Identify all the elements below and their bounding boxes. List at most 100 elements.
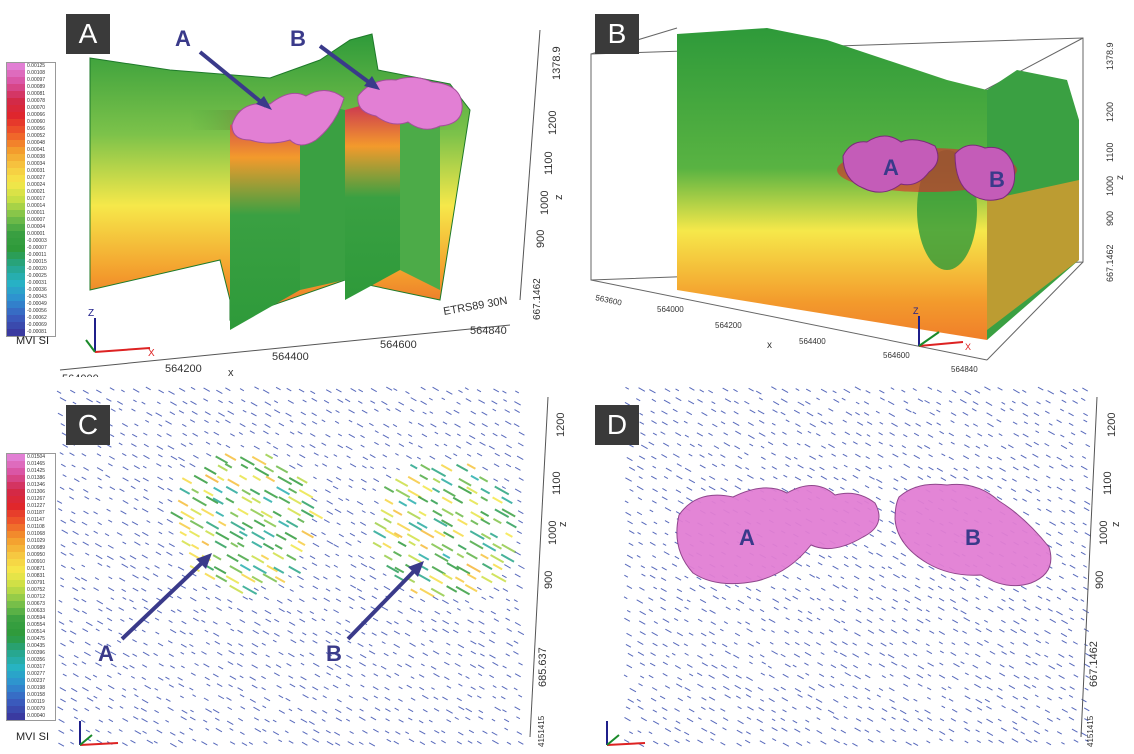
arrow-b [318, 44, 376, 88]
z-tick: 685.637 [537, 647, 549, 687]
legend-entry: 0.01147 [7, 517, 55, 524]
legend-entry: 0.00079 [7, 706, 55, 713]
legend-entry: 0.01267 [7, 496, 55, 503]
legend-entry: -0.00031 [7, 280, 55, 287]
z-tick: 1000 [1098, 521, 1110, 545]
legend-entry: 0.01465 [7, 461, 55, 468]
anomaly-body-b [954, 144, 1016, 201]
z-tick: 1100 [1105, 143, 1115, 162]
z-tick: 1200 [1105, 102, 1115, 122]
legend-entry: -0.00011 [7, 252, 55, 259]
legend-entry: 0.00041 [7, 147, 55, 154]
legend-entry: 0.01187 [7, 510, 55, 517]
legend-entry: 0.01108 [7, 524, 55, 531]
marker-b: B [965, 525, 981, 550]
svg-text:Z: Z [88, 308, 94, 319]
legend-entry: -0.00056 [7, 308, 55, 315]
z-axis [519, 29, 541, 301]
legend-entry: 0.00089 [7, 84, 55, 91]
legend-entry: 0.01068 [7, 531, 55, 538]
legend-entry: -0.00015 [7, 259, 55, 266]
marker-a: A [175, 26, 191, 51]
marker-b: B [290, 26, 306, 51]
legend-entry: 0.00831 [7, 573, 55, 580]
z-tick: 1378.9 [551, 46, 563, 80]
legend-entry: -0.00069 [7, 322, 55, 329]
legend-entry: 0.00024 [7, 182, 55, 189]
legend-entry: 0.00027 [7, 175, 55, 182]
axis-triad-icon: Z X [913, 306, 971, 352]
x-tick: 564400 [272, 351, 309, 363]
z-label: z [553, 195, 565, 201]
legend-entry: 0.01425 [7, 468, 55, 475]
legend-entry: -0.00049 [7, 301, 55, 308]
legend-entry: 0.00066 [7, 112, 55, 119]
legend-entry: 0.00277 [7, 671, 55, 678]
panel-b: A B 563600 564000 564200 564400 564600 5… [567, 0, 1134, 377]
legend-entry: 0.00031 [7, 168, 55, 175]
legend-entry: 0.00356 [7, 657, 55, 664]
z-tick: 1000 [547, 521, 559, 545]
legend-entry: 0.00017 [7, 196, 55, 203]
z-tick: 1100 [1102, 471, 1114, 495]
legend-entry: 0.00038 [7, 154, 55, 161]
legend-entry: 0.00673 [7, 601, 55, 608]
legend-entry: 0.00950 [7, 552, 55, 559]
legend-entry: 0.00108 [7, 70, 55, 77]
section-1 [230, 100, 300, 330]
legend-entry: 0.00514 [7, 629, 55, 636]
legend-entry: -0.00062 [7, 315, 55, 322]
z-tick: 900 [1094, 571, 1106, 589]
arrow-a [120, 557, 208, 641]
panel-d-plot: A B 1200 1100 1000 900 667.1462 z 415141… [606, 386, 1122, 748]
legend-entry: 0.00014 [7, 203, 55, 210]
arrow-b [346, 565, 420, 641]
legend-entry: 0.00078 [7, 98, 55, 105]
legend-entry: 0.00475 [7, 636, 55, 643]
z-tick: 900 [543, 571, 555, 589]
legend-entry: 0.00317 [7, 664, 55, 671]
marker-a: A [739, 525, 755, 550]
z-tick: 1378.9 [1105, 42, 1115, 70]
legend-entry: 0.00034 [7, 161, 55, 168]
svg-text:Z: Z [913, 306, 919, 316]
legend-entry: 0.01306 [7, 489, 55, 496]
panel-a: A B 564000 564200 564400 564600 564840 x… [0, 0, 567, 377]
panel-a-plot: A B 564000 564200 564400 564600 564840 x… [59, 26, 565, 377]
y-tick: 667.1462 [532, 278, 543, 320]
z-tick: 1100 [543, 151, 555, 175]
axis-triad-icon [606, 721, 646, 746]
x-axis [59, 324, 511, 371]
legend-entry: 0.00060 [7, 119, 55, 126]
color-legend-c: 0.01504 0.01465 0.01425 0.01386 0.01346 0.013… [6, 453, 56, 721]
panel-label-b: B [595, 14, 639, 54]
unit-label-c: MVI SI [16, 731, 50, 743]
marker-b: B [989, 167, 1005, 192]
z-tick: 1000 [1105, 176, 1115, 196]
legend-entry: 0.00125 [7, 63, 55, 70]
svg-text:X: X [148, 348, 155, 359]
y-tick: 4151415 [1086, 715, 1095, 747]
x-tick: 564840 [951, 365, 978, 374]
legend-entry: -0.00043 [7, 294, 55, 301]
legend-entry: -0.00036 [7, 287, 55, 294]
axis-triad-icon [79, 721, 119, 746]
legend-entry: 0.00791 [7, 580, 55, 587]
z-tick: 1200 [547, 111, 559, 135]
marker-b: B [326, 641, 342, 666]
marker-a: A [98, 641, 114, 666]
legend-entry: 0.00097 [7, 77, 55, 84]
legend-entry: -0.00003 [7, 238, 55, 245]
legend-entry: -0.00007 [7, 245, 55, 252]
panel-label-c: C [66, 405, 110, 445]
color-legend-a: 0.00125 0.00108 0.00097 0.00089 0.00081 0.000… [6, 62, 56, 337]
panel-b-plot: A B 563600 564000 564200 564400 564600 5… [590, 27, 1126, 374]
unit-label-a: MVI SI [16, 335, 50, 347]
axis-triad-icon: Z X [85, 308, 155, 359]
legend-entry: 0.00007 [7, 217, 55, 224]
z-label: z [557, 522, 567, 528]
x-tick: 564600 [380, 339, 417, 351]
legend-entry: 0.00752 [7, 587, 55, 594]
anomaly-body-b [357, 76, 463, 130]
legend-entry: 0.00712 [7, 594, 55, 601]
